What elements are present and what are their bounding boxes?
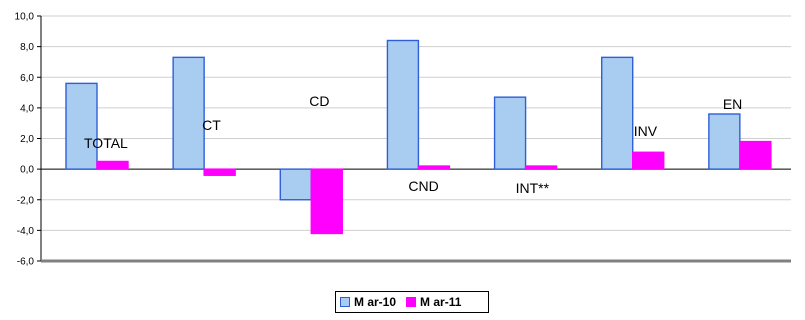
y-tick-label: 2,0: [20, 134, 34, 145]
bar-series-1: [386, 39, 420, 170]
category-label: CT: [202, 117, 221, 133]
bar-series-1: [279, 168, 312, 201]
bar-series-2: [203, 168, 236, 176]
bar-series-1: [493, 96, 527, 170]
legend-swatch-series-1: [340, 297, 350, 307]
y-axis-ticks: 10,0 8,0 6,0 4,0 2,0 0,0 -2,0 -4,0 -6,0: [15, 12, 41, 268]
bars: [65, 39, 772, 235]
legend: M ar-10 M ar-11: [335, 291, 489, 313]
category-label: CND: [408, 178, 438, 194]
legend-item-series-2: M ar-11: [406, 295, 461, 309]
y-tick-label: 10,0: [15, 12, 35, 23]
category-label: INV: [634, 123, 658, 139]
y-tick-label: -2,0: [17, 195, 35, 206]
category-label: CD: [309, 93, 329, 109]
bar-series-1: [708, 113, 741, 170]
legend-label-series-2: M ar-11: [420, 295, 462, 309]
bar-series-2: [739, 140, 772, 170]
y-tick-label: -6,0: [17, 257, 35, 268]
y-tick-label: 4,0: [20, 103, 34, 114]
bar-series-1: [65, 82, 98, 170]
y-tick-label: -4,0: [17, 226, 35, 237]
bar-series-2: [310, 168, 343, 235]
category-labels: TOTAL CT CD CND INT** INV EN: [84, 93, 742, 196]
y-tick-label: 8,0: [20, 42, 34, 53]
legend-item-series-1: M ar-10: [340, 295, 396, 309]
category-label: TOTAL: [84, 135, 128, 151]
y-tick-label: 0,0: [20, 165, 34, 176]
y-tick-label: 6,0: [20, 73, 34, 84]
category-label: EN: [723, 96, 742, 112]
category-label: INT**: [516, 180, 550, 196]
bar-series-1: [172, 56, 205, 170]
bar-series-2: [632, 151, 665, 170]
legend-swatch-series-2: [406, 297, 417, 307]
bar-series-2: [96, 160, 129, 170]
legend-label-series-1: M ar-10: [354, 295, 397, 309]
bar-series-1: [601, 56, 634, 170]
bar-series-2: [417, 165, 451, 170]
bar-series-2: [524, 165, 558, 170]
